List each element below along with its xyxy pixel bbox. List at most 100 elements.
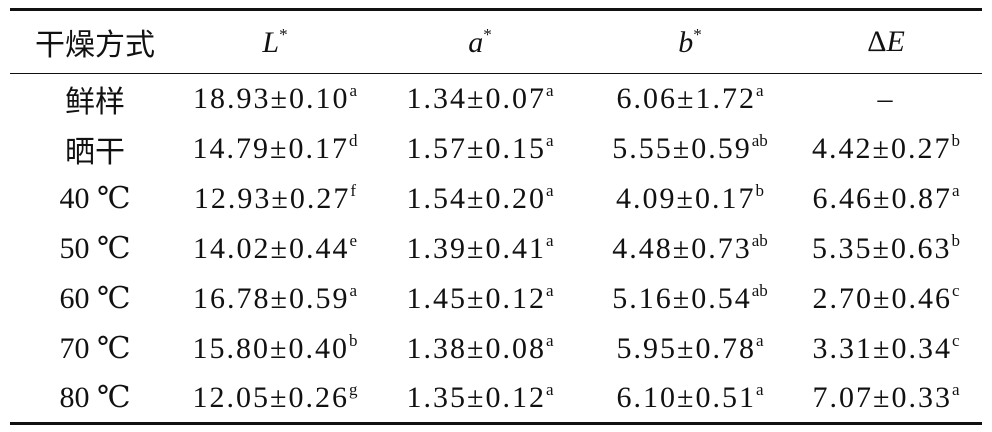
value-cell: 5.35±0.63b [790, 224, 982, 274]
value-cell: 5.16±0.54ab [590, 274, 790, 324]
significance-letter: a [755, 331, 764, 350]
row-label: 70 ℃ [59, 332, 131, 365]
row-label: 晒干 [65, 135, 125, 169]
cell-value: 15.80±0.40 [192, 332, 349, 365]
row-label: 60 ℃ [59, 282, 131, 315]
data-table: 干燥方式 L* a* b* ΔE 鲜样 18.93±0.10a 1.34±0.07a… [10, 8, 982, 425]
cell-value: 5.55±0.59 [612, 132, 752, 165]
value-cell: 4.42±0.27b [790, 124, 982, 174]
cell-value: 6.06±1.72 [616, 82, 756, 116]
table-body: 鲜样 18.93±0.10a 1.34±0.07a 6.06±1.72a – 晒干 14.7… [10, 74, 982, 424]
cell-value: 5.16±0.54 [612, 282, 752, 315]
header-cell: 干燥方式 [10, 10, 180, 74]
value-cell: 1.57±0.15a [370, 124, 590, 174]
significance-letter: b [755, 181, 764, 200]
cell-value: 1.54±0.20 [406, 182, 546, 215]
header-sup: * [693, 24, 702, 44]
significance-letter: ab [751, 231, 768, 250]
table-row: 70 ℃ 15.80±0.40b 1.38±0.08a 5.95±0.78a 3.31±… [10, 324, 982, 374]
cell-value: 18.93±0.10 [192, 82, 350, 116]
significance-letter: a [545, 181, 554, 200]
significance-letter: e [349, 231, 357, 250]
cell-value: 4.48±0.73 [612, 232, 752, 265]
table-row: 鲜样 18.93±0.10a 1.34±0.07a 6.06±1.72a – [10, 74, 982, 124]
value-cell: 1.38±0.08a [370, 324, 590, 374]
significance-letter: a [545, 331, 554, 350]
value-cell: 6.06±1.72a [590, 74, 790, 124]
significance-letter: a [755, 380, 764, 400]
header-cell: b* [590, 10, 790, 74]
significance-letter: d [348, 131, 358, 150]
significance-letter: a [951, 181, 960, 200]
value-cell: 7.07±0.33a [790, 374, 982, 424]
cell-value: 7.07±0.33 [812, 381, 952, 415]
value-cell: 16.78±0.59a [180, 274, 370, 324]
cell-value: 12.05±0.26 [192, 381, 349, 415]
value-cell: 6.46±0.87a [790, 174, 982, 224]
value-cell: 4.09±0.17b [590, 174, 790, 224]
cell-value: 16.78±0.59 [192, 282, 350, 315]
value-cell: 3.31±0.34c [790, 324, 982, 374]
value-cell: 15.80±0.40b [180, 324, 370, 374]
significance-letter: a [545, 131, 554, 150]
significance-letter: a [545, 231, 554, 250]
significance-letter: f [350, 181, 357, 200]
row-label: 80 ℃ [59, 381, 131, 415]
value-cell: 1.35±0.12a [370, 374, 590, 424]
significance-letter: a [545, 281, 554, 300]
cell-value: 6.46±0.87 [812, 182, 952, 215]
value-cell: 14.79±0.17d [180, 124, 370, 174]
value-cell: 2.70±0.46c [790, 274, 982, 324]
cell-value: 1.45±0.12 [406, 282, 546, 315]
significance-letter: a [545, 81, 554, 101]
cell-value: 6.10±0.51 [616, 381, 756, 415]
cell-value: – [877, 81, 895, 115]
value-cell: – [790, 74, 982, 124]
row-label-cell: 60 ℃ [10, 274, 180, 324]
table-row: 50 ℃ 14.02±0.44e 1.39±0.41a 4.48±0.73ab 5.35… [10, 224, 982, 274]
row-label-cell: 50 ℃ [10, 224, 180, 274]
table-row: 60 ℃ 16.78±0.59a 1.45±0.12a 5.16±0.54ab 2.70… [10, 274, 982, 324]
value-cell: 12.93±0.27f [180, 174, 370, 224]
significance-letter: b [951, 131, 960, 150]
table-row: 80 ℃ 12.05±0.26g 1.35±0.12a 6.10±0.51a 7.07±… [10, 374, 982, 424]
value-cell: 12.05±0.26g [180, 374, 370, 424]
cell-value: 1.35±0.12 [406, 381, 546, 415]
cell-value: 3.31±0.34 [812, 332, 952, 365]
table-header: 干燥方式 L* a* b* ΔE [10, 9, 982, 74]
cell-value: 1.39±0.41 [406, 232, 546, 265]
cell-value: 4.09±0.17 [616, 182, 756, 215]
cell-value: 14.79±0.17 [192, 132, 349, 165]
header-text: b [678, 25, 694, 59]
significance-letter: c [951, 281, 960, 300]
row-label-cell: 晒干 [10, 124, 180, 174]
header-cell: L* [180, 10, 370, 74]
value-cell: 18.93±0.10a [180, 74, 370, 124]
header-text: E [886, 25, 905, 58]
significance-letter: b [951, 231, 960, 250]
value-cell: 1.54±0.20a [370, 174, 590, 224]
value-cell: 1.39±0.41a [370, 224, 590, 274]
row-label: 40 ℃ [59, 182, 131, 215]
significance-letter: a [755, 81, 764, 101]
value-cell: 5.95±0.78a [590, 324, 790, 374]
value-cell: 5.55±0.59ab [590, 124, 790, 174]
cell-value: 12.93±0.27 [193, 182, 351, 215]
significance-letter: g [348, 380, 358, 400]
cell-value: 2.70±0.46 [812, 282, 952, 315]
cell-value: 1.34±0.07 [406, 82, 546, 116]
header-sup: * [483, 24, 492, 44]
significance-letter: b [348, 331, 358, 350]
header-text: a [468, 25, 484, 59]
significance-letter: a [349, 81, 357, 101]
significance-letter: c [951, 331, 960, 350]
value-cell: 4.48±0.73ab [590, 224, 790, 274]
significance-letter: ab [751, 281, 768, 300]
header-row: 干燥方式 L* a* b* ΔE [10, 9, 982, 74]
table-row: 40 ℃ 12.93±0.27f 1.54±0.20a 4.09±0.17b 6.46±… [10, 174, 982, 224]
value-cell: 14.02±0.44e [180, 224, 370, 274]
value-cell: 6.10±0.51a [590, 374, 790, 424]
header-text: 干燥方式 [35, 29, 155, 62]
significance-letter: a [349, 281, 357, 300]
cell-value: 4.42±0.27 [812, 132, 952, 165]
